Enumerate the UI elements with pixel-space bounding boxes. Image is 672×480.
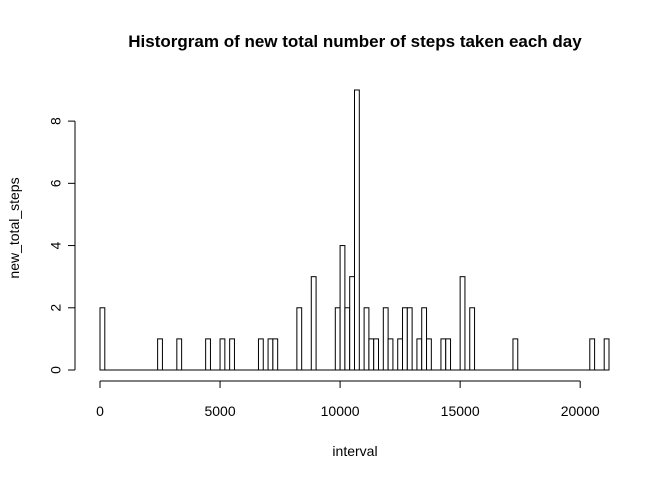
chart-title: Historgram of new total number of steps … xyxy=(128,32,582,51)
histogram-bar xyxy=(354,89,360,371)
x-tick-label: 20000 xyxy=(561,403,600,419)
histogram-bar xyxy=(603,338,610,371)
histogram-bar xyxy=(157,338,163,371)
histogram-bar xyxy=(397,338,404,371)
x-tick-label: 5000 xyxy=(204,403,235,419)
histogram-bar xyxy=(589,338,596,371)
histogram-bar xyxy=(368,338,375,371)
histogram-bar xyxy=(176,338,183,371)
histogram-bar xyxy=(257,338,264,371)
histogram-bar xyxy=(363,307,370,371)
histogram-bar xyxy=(296,307,303,371)
histogram-bar xyxy=(229,338,235,371)
histogram-bar xyxy=(310,276,317,371)
bars-group xyxy=(99,89,610,371)
y-tick-label: 0 xyxy=(48,366,64,374)
histogram-bar xyxy=(469,307,476,371)
histogram-bar xyxy=(416,338,423,371)
histogram-bar xyxy=(272,338,279,371)
x-tick-label: 0 xyxy=(96,403,104,419)
histogram-bar xyxy=(382,307,389,371)
y-axis-label: new_total_steps xyxy=(6,177,22,278)
y-tick-label: 8 xyxy=(48,117,64,125)
histogram-bar xyxy=(339,245,346,371)
histogram-bar xyxy=(440,338,447,371)
x-axis: 0 5000 10000 15000 20000 xyxy=(96,380,600,419)
histogram-bar xyxy=(205,338,211,371)
y-tick-label: 6 xyxy=(48,179,64,187)
y-tick-label: 4 xyxy=(48,241,64,249)
histogram-bar xyxy=(402,307,408,371)
x-tick-label: 10000 xyxy=(321,403,360,419)
histogram-bar xyxy=(512,338,519,371)
x-tick-label: 15000 xyxy=(441,403,480,419)
histogram-bar xyxy=(426,338,432,371)
y-tick-label: 2 xyxy=(48,304,64,312)
histogram-bar xyxy=(445,338,452,371)
histogram-bar xyxy=(344,307,351,371)
histogram-bar xyxy=(406,307,413,371)
histogram-bar xyxy=(334,307,341,371)
histogram-bar xyxy=(459,276,466,371)
histogram-bar xyxy=(267,338,274,371)
histogram-bar xyxy=(349,276,356,371)
histogram-bar xyxy=(373,338,380,371)
x-axis-label: interval xyxy=(332,443,377,459)
histogram-bar xyxy=(99,307,106,371)
histogram-bar xyxy=(421,307,428,371)
histogram-bar xyxy=(387,338,394,371)
histogram-bar xyxy=(219,338,226,371)
y-axis: 0 2 4 6 8 xyxy=(48,117,76,374)
